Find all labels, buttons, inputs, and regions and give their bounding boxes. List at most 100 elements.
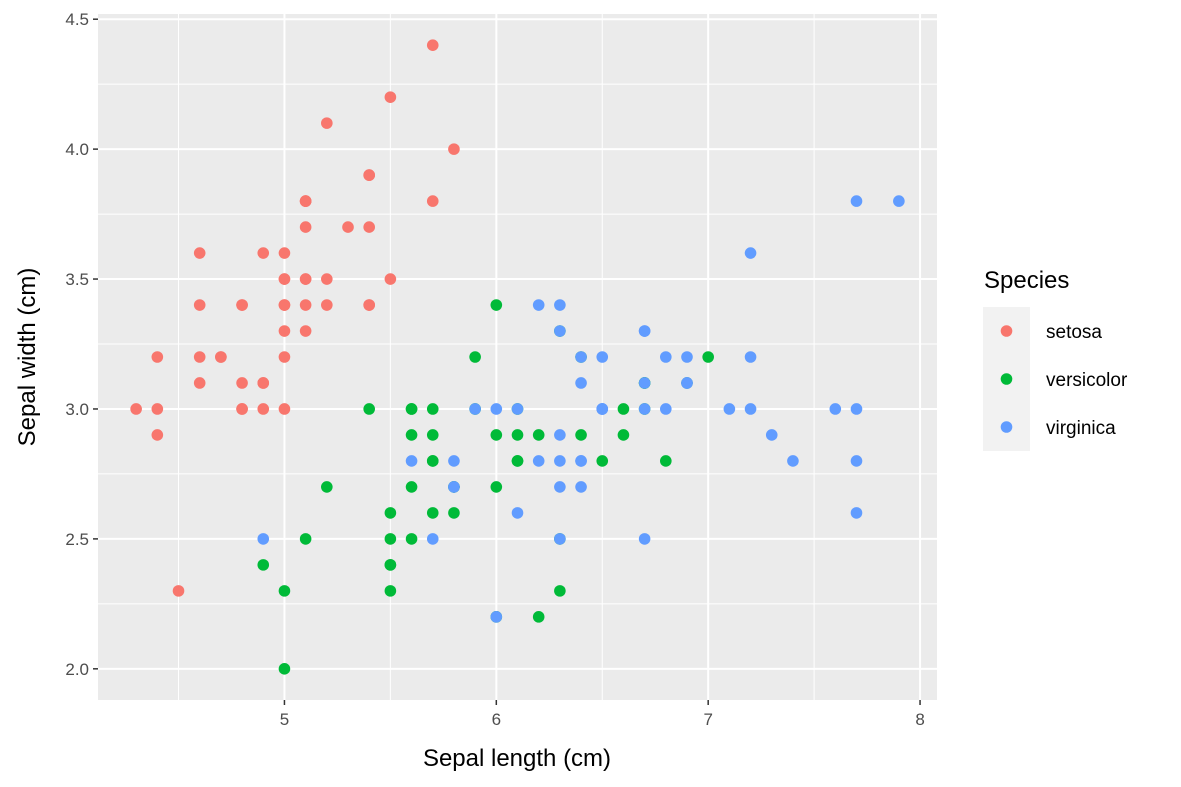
point-setosa <box>321 299 333 311</box>
point-virginica <box>596 403 609 415</box>
point-virginica <box>257 533 270 545</box>
point-virginica <box>765 429 778 441</box>
point-setosa <box>151 429 164 441</box>
point-versicolor <box>702 351 714 363</box>
point-virginica <box>850 195 863 207</box>
point-virginica <box>511 507 524 519</box>
legend: Species setosa versicolor virginica <box>983 267 1128 451</box>
point-versicolor <box>511 455 524 467</box>
legend-label-setosa: setosa <box>1046 322 1102 343</box>
point-versicolor <box>617 403 630 415</box>
point-setosa <box>151 351 164 363</box>
point-versicolor <box>384 585 397 597</box>
point-setosa <box>299 325 312 337</box>
point-virginica <box>554 299 566 311</box>
point-versicolor <box>575 429 587 441</box>
point-versicolor <box>278 585 291 597</box>
point-virginica <box>660 403 672 415</box>
point-setosa <box>278 273 291 285</box>
point-setosa <box>278 299 291 311</box>
point-versicolor <box>660 455 672 467</box>
point-versicolor <box>321 481 333 493</box>
point-versicolor <box>384 559 397 571</box>
legend-key-setosa <box>1000 325 1013 337</box>
point-setosa <box>130 403 142 415</box>
point-virginica <box>490 611 503 623</box>
data-points <box>130 39 905 675</box>
point-virginica <box>448 455 460 467</box>
point-versicolor <box>384 533 397 545</box>
point-versicolor <box>426 429 439 441</box>
point-virginica <box>554 455 566 467</box>
point-virginica <box>787 455 799 467</box>
point-setosa <box>172 585 185 597</box>
point-setosa <box>193 247 206 259</box>
point-setosa <box>342 221 354 233</box>
point-setosa <box>193 299 206 311</box>
point-virginica <box>575 455 587 467</box>
point-virginica <box>638 325 651 337</box>
legend-label-versicolor: versicolor <box>1046 370 1128 391</box>
point-setosa <box>321 273 333 285</box>
point-versicolor <box>278 663 291 675</box>
point-setosa <box>299 195 312 207</box>
point-virginica <box>829 403 842 415</box>
point-setosa <box>236 377 248 389</box>
point-setosa <box>384 273 397 285</box>
axis-ticks: 5 6 7 8 2.0 2.5 3.0 3.5 4.0 4.5 <box>65 10 924 729</box>
point-virginica <box>511 403 524 415</box>
point-setosa <box>448 143 460 155</box>
point-versicolor <box>426 455 439 467</box>
point-virginica <box>850 403 863 415</box>
legend-label-virginica: virginica <box>1046 418 1116 439</box>
point-virginica <box>744 351 757 363</box>
point-setosa <box>236 299 248 311</box>
point-setosa <box>193 377 206 389</box>
legend-key-virginica <box>1000 421 1013 433</box>
point-versicolor <box>426 507 439 519</box>
point-virginica <box>850 507 863 519</box>
x-tick-label: 6 <box>492 710 501 729</box>
point-versicolor <box>257 559 270 571</box>
point-virginica <box>448 481 460 493</box>
y-tick-label: 4.0 <box>65 140 89 159</box>
point-setosa <box>193 351 206 363</box>
point-virginica <box>638 377 651 389</box>
point-versicolor <box>469 351 481 363</box>
point-setosa <box>151 403 164 415</box>
x-axis-title: Sepal length (cm) <box>423 745 611 772</box>
point-versicolor <box>490 429 503 441</box>
point-virginica <box>850 455 863 467</box>
point-setosa <box>363 299 375 311</box>
point-setosa <box>426 39 439 51</box>
x-tick-label: 7 <box>703 710 712 729</box>
legend-title: Species <box>984 267 1069 294</box>
point-virginica <box>575 481 587 493</box>
point-virginica <box>638 533 651 545</box>
point-setosa <box>299 273 312 285</box>
y-tick-label: 4.5 <box>65 10 89 29</box>
point-virginica <box>681 377 693 389</box>
point-setosa <box>299 221 312 233</box>
point-virginica <box>893 195 905 207</box>
point-setosa <box>278 325 291 337</box>
point-versicolor <box>405 403 418 415</box>
point-virginica <box>744 403 757 415</box>
y-tick-label: 2.5 <box>65 530 89 549</box>
point-versicolor <box>511 429 524 441</box>
point-versicolor <box>384 507 397 519</box>
point-setosa <box>278 403 291 415</box>
point-setosa <box>257 247 270 259</box>
point-versicolor <box>532 611 545 623</box>
point-setosa <box>363 221 375 233</box>
point-virginica <box>405 455 418 467</box>
point-virginica <box>490 403 503 415</box>
x-tick-label: 8 <box>915 710 924 729</box>
point-setosa <box>257 403 270 415</box>
point-versicolor <box>299 533 312 545</box>
point-virginica <box>532 455 545 467</box>
point-versicolor <box>596 455 609 467</box>
point-setosa <box>321 117 333 129</box>
point-virginica <box>638 403 651 415</box>
